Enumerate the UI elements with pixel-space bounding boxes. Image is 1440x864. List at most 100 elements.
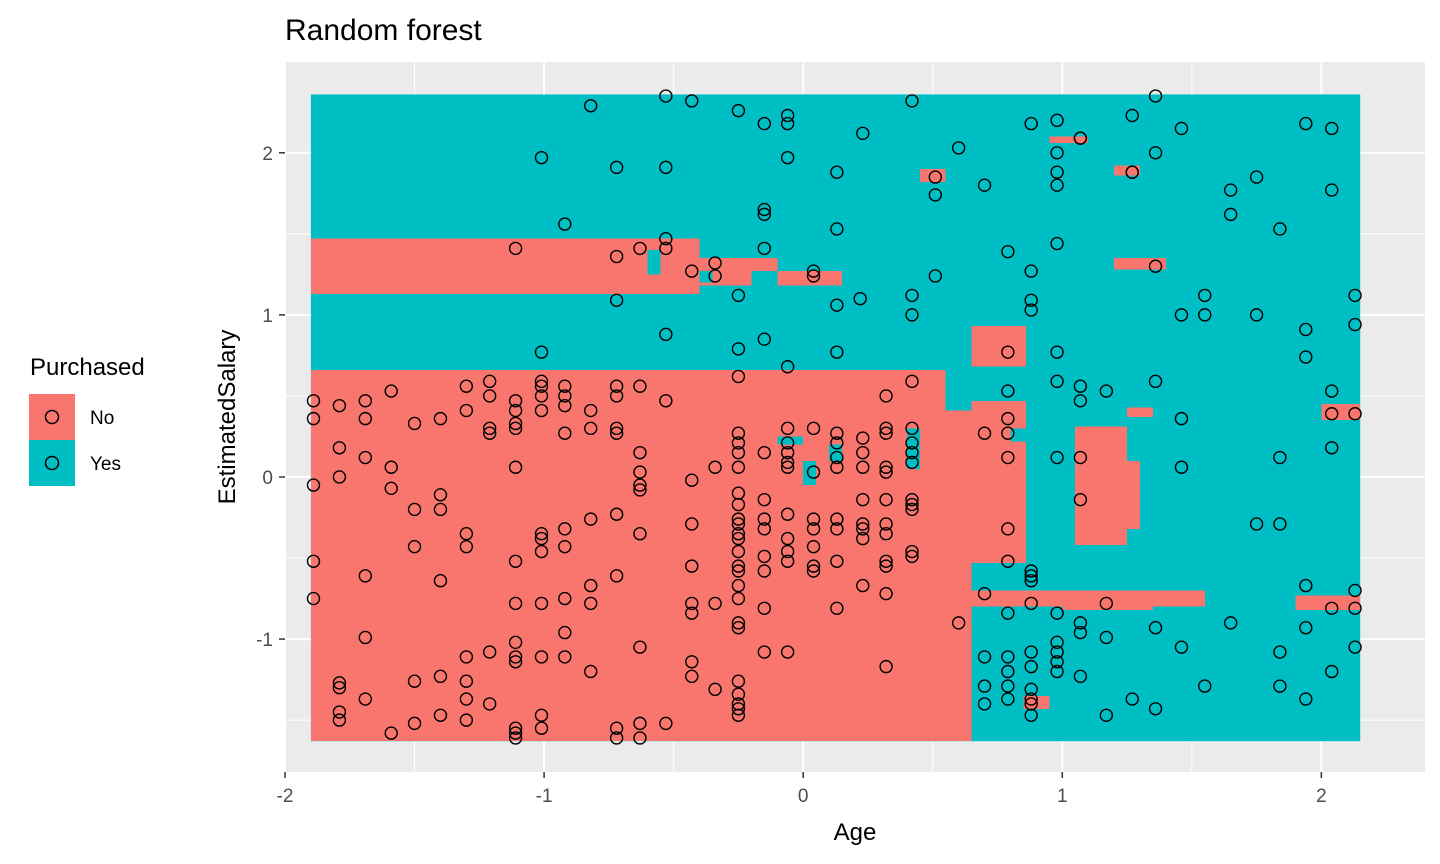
legend-label-yes: Yes — [90, 454, 121, 475]
y-tick-label: 2 — [262, 144, 273, 165]
point-yes — [1073, 669, 1088, 684]
point-no — [306, 554, 321, 568]
point-no — [830, 450, 844, 465]
point-no — [905, 502, 919, 517]
point-no — [609, 379, 624, 393]
point-no — [508, 596, 523, 611]
point-yes — [1024, 116, 1038, 131]
point-yes — [1050, 374, 1064, 389]
point-yes — [1325, 384, 1339, 398]
point-no — [332, 705, 347, 719]
point-yes — [1050, 178, 1064, 192]
point-no — [757, 645, 772, 659]
point-yes — [708, 269, 722, 283]
point-yes — [1024, 692, 1038, 706]
point-no — [731, 564, 746, 578]
point-no — [358, 411, 373, 426]
x-tick-label: 0 — [798, 786, 809, 807]
point-yes — [731, 342, 746, 356]
x-tick-label: 2 — [1316, 786, 1327, 807]
point-no — [558, 398, 572, 413]
point-yes — [1001, 244, 1015, 259]
point-no — [879, 559, 893, 573]
point-no — [558, 379, 572, 393]
point-yes — [1348, 407, 1362, 421]
point-no — [358, 692, 373, 706]
point-yes — [1050, 236, 1064, 251]
point-no — [508, 403, 523, 418]
point-no — [407, 674, 422, 688]
point-no — [433, 488, 448, 502]
point-no — [534, 650, 549, 664]
point-no — [534, 721, 549, 735]
point-no — [332, 441, 347, 455]
point-yes — [977, 697, 992, 711]
point-yes — [1073, 450, 1088, 465]
region-no-block — [310, 371, 881, 377]
point-yes — [1249, 308, 1264, 322]
point-no — [1325, 601, 1339, 615]
point-yes — [780, 360, 795, 374]
point-no — [806, 512, 821, 526]
point-yes — [1174, 308, 1189, 322]
point-no — [482, 645, 497, 659]
point-no — [534, 531, 549, 546]
point-no — [558, 389, 572, 403]
x-axis-title: Age — [834, 819, 877, 846]
point-yes — [1348, 583, 1362, 598]
point-yes — [1024, 708, 1038, 722]
point-no — [830, 554, 844, 568]
point-no — [332, 676, 347, 690]
region-no-block — [1127, 460, 1140, 529]
point-yes — [1024, 659, 1038, 674]
point-no — [1024, 564, 1038, 578]
point-yes — [1325, 121, 1339, 136]
point-yes — [1174, 640, 1189, 654]
point-no — [584, 596, 598, 611]
point-no — [332, 713, 347, 727]
point-yes — [1348, 601, 1362, 615]
point-no — [780, 445, 795, 460]
point-yes — [1050, 655, 1064, 669]
point-no — [633, 640, 647, 654]
point-yes — [1073, 616, 1088, 630]
point-yes — [1148, 374, 1163, 389]
point-yes — [977, 650, 992, 664]
point-no — [905, 445, 919, 460]
point-no — [731, 517, 746, 531]
point-no — [306, 591, 321, 606]
point-no — [609, 249, 624, 264]
point-no — [731, 531, 746, 546]
region-no-block — [699, 258, 778, 272]
region-no-block — [945, 622, 959, 636]
point-yes — [1148, 702, 1163, 716]
point-yes — [1198, 288, 1212, 303]
point-no — [508, 731, 523, 745]
point-no — [1073, 492, 1088, 507]
point-no — [1148, 259, 1163, 273]
point-no — [830, 512, 844, 526]
point-no — [508, 655, 523, 669]
point-yes — [1299, 692, 1313, 706]
point-yes — [1299, 578, 1313, 593]
point-no — [459, 403, 474, 418]
point-no — [806, 465, 821, 479]
point-no — [534, 708, 549, 722]
point-no — [407, 539, 422, 554]
point-yes — [609, 293, 624, 307]
point-no — [508, 721, 523, 735]
point-yes — [1299, 350, 1313, 364]
point-no — [584, 403, 598, 418]
point-no — [928, 170, 943, 184]
point-yes — [1073, 379, 1088, 393]
point-no — [856, 460, 870, 474]
point-no — [905, 436, 919, 450]
point-no — [685, 596, 699, 611]
point-no — [508, 241, 523, 256]
point-no — [508, 554, 523, 568]
point-yes — [1024, 293, 1038, 307]
point-no — [459, 527, 474, 541]
point-no — [633, 465, 647, 479]
region-no-block — [310, 369, 946, 742]
